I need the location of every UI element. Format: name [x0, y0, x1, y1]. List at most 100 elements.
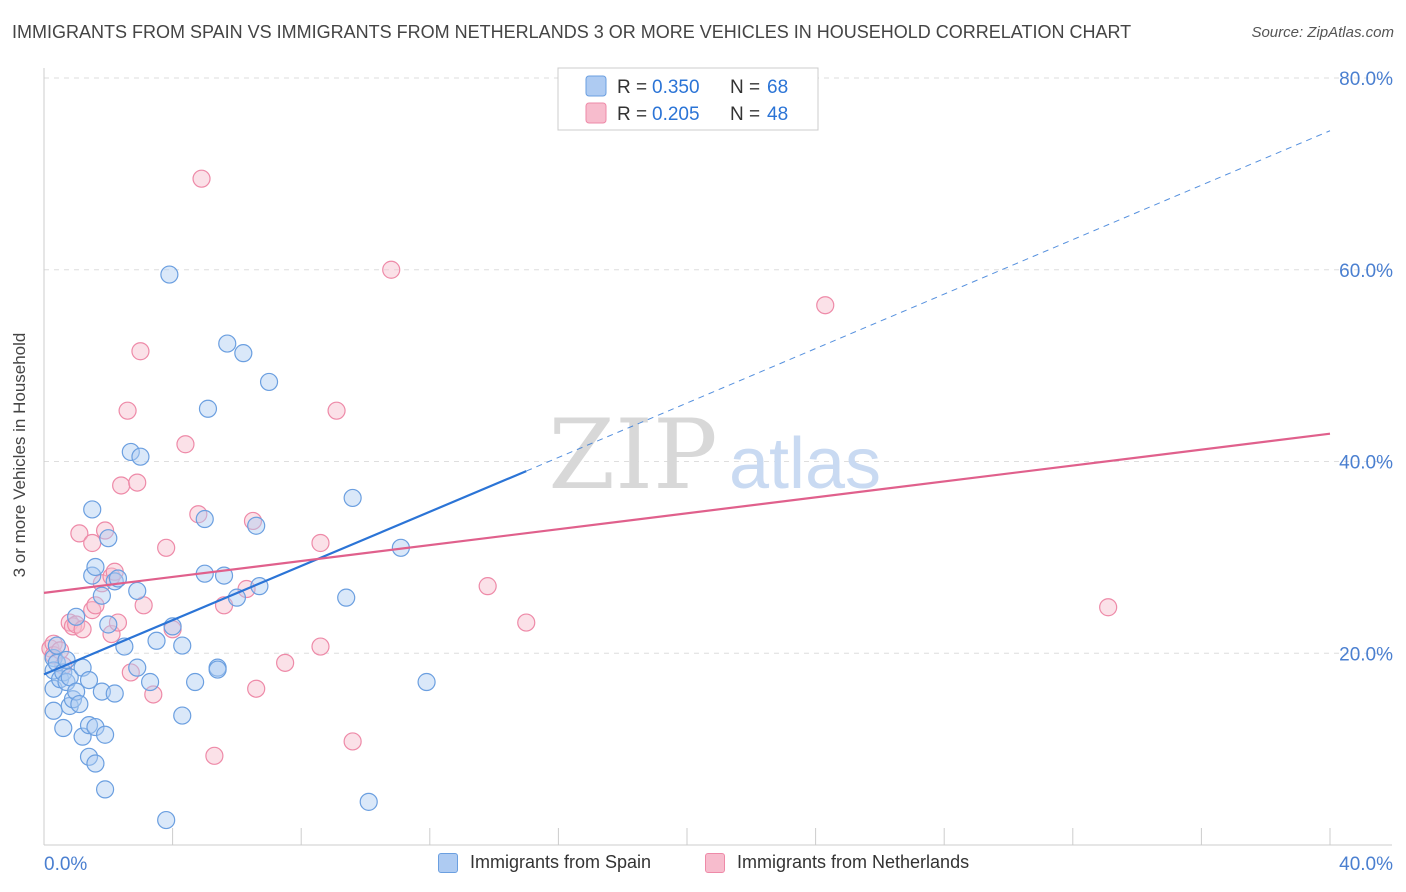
y-tick-label: 60.0%: [1339, 261, 1393, 282]
data-point-spain: [67, 607, 86, 626]
watermark: ZIP atlas: [548, 399, 881, 511]
legend-r-value: 0.350: [652, 77, 700, 98]
data-point-netherlands: [816, 296, 835, 315]
trend-lines: [43, 130, 1331, 676]
data-point-netherlands: [128, 473, 147, 492]
data-point-netherlands: [157, 538, 176, 557]
watermark-zip: ZIP: [548, 399, 717, 511]
data-point-spain: [44, 701, 63, 720]
data-point-spain: [86, 754, 105, 773]
source-label: Source: ZipAtlas.com: [1251, 24, 1394, 41]
data-point-spain: [79, 670, 99, 690]
data-point-netherlands: [327, 401, 346, 420]
data-point-netherlands: [131, 342, 150, 361]
legend-box: R = 0.350 N = 68 R = 0.205 N = 48: [557, 67, 819, 131]
data-point-netherlands: [311, 637, 330, 656]
data-point-spain: [79, 716, 99, 735]
data-point-spain: [147, 631, 166, 650]
legend-label-spain: Immigrants from Spain: [470, 852, 652, 872]
series-spain-points: [44, 265, 436, 830]
x-tick-label: 40.0%: [1339, 854, 1393, 875]
data-point-spain: [247, 516, 266, 535]
legend-swatch-spain: [585, 75, 607, 97]
data-point-spain: [359, 792, 378, 811]
data-point-spain: [47, 636, 66, 655]
data-point-spain: [160, 265, 179, 284]
data-point-spain: [173, 706, 192, 725]
data-point-netherlands: [83, 601, 102, 620]
data-point-netherlands: [112, 476, 131, 495]
data-point-spain: [173, 636, 192, 655]
trend-line-netherlands: [43, 432, 1331, 594]
data-point-spain: [140, 672, 160, 692]
trend-line-spain-extension: [526, 130, 1331, 472]
legend-bottom: Immigrants from Spain Immigrants from Ne…: [0, 852, 1406, 878]
data-point-spain: [157, 810, 176, 830]
legend-r-value: 0.205: [652, 104, 700, 125]
legend-label-netherlands: Immigrants from Netherlands: [737, 852, 970, 872]
legend-swatch-netherlands: [705, 852, 725, 873]
data-point-netherlands: [1099, 598, 1118, 617]
data-point-spain: [198, 399, 218, 418]
legend-r-label: R =: [617, 104, 647, 125]
axes: [43, 68, 1392, 846]
legend-swatch-spain: [438, 852, 458, 873]
data-point-netherlands: [311, 533, 330, 553]
data-point-netherlands: [243, 511, 263, 531]
data-point-spain: [99, 615, 118, 634]
data-point-netherlands: [118, 401, 137, 420]
trend-line-spain: [43, 470, 527, 676]
legend-n-label: N =: [730, 77, 760, 98]
data-point-netherlands: [343, 732, 362, 751]
data-point-spain: [95, 780, 115, 799]
data-point-spain: [83, 500, 102, 519]
data-point-netherlands: [276, 653, 295, 672]
data-point-spain: [92, 586, 111, 605]
legend-n-value: 68: [767, 77, 788, 98]
data-point-netherlands: [382, 260, 401, 279]
data-point-spain: [86, 717, 105, 737]
data-point-spain: [128, 658, 147, 677]
data-point-netherlands: [192, 169, 211, 188]
chart-title: IMMIGRANTS FROM SPAIN VS IMMIGRANTS FROM…: [12, 22, 1132, 42]
y-tick-label: 40.0%: [1339, 453, 1393, 474]
data-point-spain: [259, 372, 279, 392]
y-tick-label: 80.0%: [1339, 69, 1393, 90]
data-point-netherlands: [478, 577, 497, 596]
legend-item-netherlands: Immigrants from Netherlands: [705, 852, 969, 873]
legend-r-label: R =: [617, 77, 647, 98]
data-point-spain: [54, 718, 73, 738]
data-point-spain: [121, 442, 140, 462]
legend-swatch-netherlands: [585, 102, 607, 124]
data-point-netherlands: [205, 746, 224, 765]
data-point-spain: [99, 529, 118, 548]
data-point-spain: [337, 588, 356, 607]
data-point-spain: [128, 581, 147, 601]
data-point-spain: [73, 727, 92, 746]
data-point-netherlands: [70, 524, 89, 543]
data-point-spain: [186, 672, 205, 692]
data-point-spain: [95, 725, 115, 744]
data-point-netherlands: [247, 679, 266, 698]
data-point-spain: [218, 334, 237, 353]
data-point-spain: [195, 509, 214, 529]
data-point-netherlands: [86, 596, 105, 615]
tick-labels: 20.0% 40.0% 60.0% 80.0% 0.0% 40.0%: [44, 69, 1393, 875]
data-point-spain: [234, 344, 253, 363]
data-point-spain: [417, 672, 436, 692]
legend-n-label: N =: [730, 104, 760, 125]
watermark-atlas: atlas: [729, 424, 881, 504]
data-point-spain: [86, 557, 105, 577]
data-point-spain: [105, 684, 124, 703]
data-point-netherlands: [83, 533, 102, 553]
x-tick-label: 0.0%: [44, 854, 87, 875]
legend-n-value: 48: [767, 104, 788, 125]
data-point-netherlands: [176, 435, 195, 454]
legend-item-spain: Immigrants from Spain: [438, 852, 651, 873]
data-point-spain: [57, 672, 76, 692]
data-point-netherlands: [102, 624, 121, 644]
data-point-spain: [70, 694, 89, 714]
data-point-netherlands: [517, 613, 536, 632]
data-point-spain: [79, 747, 99, 766]
